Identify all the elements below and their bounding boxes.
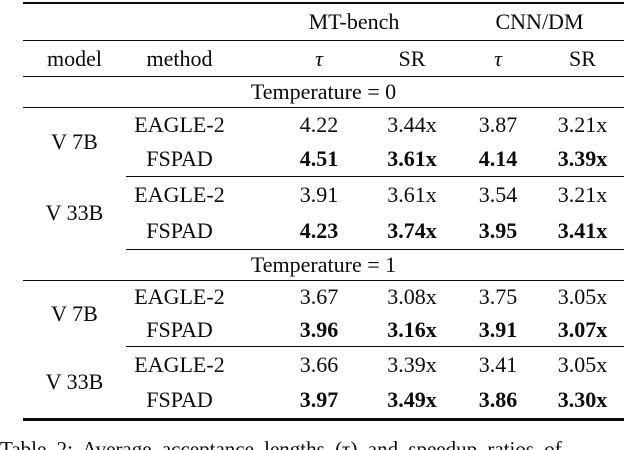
model-cell: V 33B: [45, 369, 104, 395]
method-cell: FSPAD: [126, 142, 253, 177]
empty-cell: [126, 3, 253, 41]
sr-cnn-value: 3.41x: [541, 213, 625, 250]
tau-cnn-value: 3.91: [455, 313, 541, 347]
sr-mt-value: 3.08x: [387, 284, 437, 309]
method-cell: FSPAD: [126, 213, 253, 250]
method-cell: EAGLE-2: [134, 182, 225, 207]
sr-cnn-value: 3.05x: [557, 351, 608, 377]
model-cell: V 7B: [51, 129, 98, 155]
table-caption: Table 2: Average acceptance lengths (τ) …: [0, 437, 562, 450]
sr-cnn-value: 3.39x: [541, 142, 625, 177]
sr-cnn-value: 3.21x: [557, 182, 608, 207]
tau-cnn-value: 3.86: [478, 387, 518, 412]
tau-mt-value: 4.51: [253, 142, 369, 177]
method-cell: EAGLE-2: [134, 284, 225, 309]
table-row: V 7B EAGLE-2 4.22 3.44x 3.87 3.21x: [23, 108, 624, 153]
subheader-row: model method τ SR τ SR: [23, 40, 625, 77]
sr-cnn-value: 3.30x: [557, 387, 608, 412]
tau-mt-value: 4.22: [299, 112, 339, 137]
banner-label: Temperature = 0: [23, 76, 625, 108]
table-row: V 33B EAGLE-2 3.91 3.61x 3.54 3.21x: [23, 177, 624, 224]
table-row: FSPAD 4.23 3.74x 3.95 3.41x: [23, 213, 625, 250]
method-cell: EAGLE-2: [134, 112, 225, 137]
sr-cnn-value: 3.21x: [557, 112, 608, 137]
benchmark-header-row: MT-bench CNN/DM: [23, 3, 625, 41]
tau-cnn-value: 4.14: [455, 142, 541, 177]
method-cell: FSPAD: [126, 313, 253, 347]
section-banner-temp1: Temperature = 1: [23, 249, 625, 281]
results-table: MT-bench CNN/DM model method τ SR τ SR T…: [23, 2, 625, 421]
column-group-mt-bench: MT-bench: [253, 3, 455, 41]
sr-mt-value: 3.61x: [369, 142, 455, 177]
header-model: model: [23, 40, 126, 77]
section-banner-temp0: Temperature = 0: [23, 76, 625, 108]
sr-cnn-value: 3.07x: [541, 313, 625, 347]
header-sr-cnn: SR: [541, 40, 625, 77]
sr-mt-value: 3.61x: [387, 182, 437, 207]
sr-cnn-value: 3.05x: [557, 284, 608, 309]
tau-cnn-value: 3.95: [455, 213, 541, 250]
model-cell: V 33B: [45, 200, 104, 225]
sr-mt-value: 3.44x: [387, 112, 437, 137]
tau-mt-value: 3.67: [299, 284, 339, 309]
header-tau-cnn: τ: [455, 40, 541, 77]
method-cell: FSPAD: [146, 387, 213, 412]
header-sr-mt: SR: [369, 40, 455, 77]
banner-label: Temperature = 1: [23, 249, 625, 281]
model-cell: V 7B: [51, 300, 98, 326]
sr-mt-value: 3.39x: [387, 351, 437, 377]
sr-mt-value: 3.74x: [369, 213, 455, 250]
table-row: V 33B EAGLE-2 3.66 3.39x 3.41 3.05x: [23, 347, 624, 393]
tau-cnn-value: 3.41: [478, 351, 518, 377]
table-row: FSPAD 3.96 3.16x 3.91 3.07x: [23, 313, 625, 347]
tau-cnn-value: 3.87: [478, 112, 518, 137]
sr-mt-value: 3.16x: [369, 313, 455, 347]
empty-cell: [23, 3, 126, 41]
tau-mt-value: 3.91: [299, 182, 339, 207]
tau-mt-value: 4.23: [253, 213, 369, 250]
tau-mt-value: 3.66: [299, 351, 339, 377]
table-row: FSPAD 3.97 3.49x 3.86 3.30x: [23, 382, 624, 420]
sr-mt-value: 3.49x: [387, 387, 437, 412]
header-tau-mt: τ: [253, 40, 369, 77]
tau-cnn-value: 3.75: [478, 284, 518, 309]
tau-cnn-value: 3.54: [478, 182, 518, 207]
header-method: method: [126, 40, 253, 77]
tau-mt-value: 3.97: [299, 387, 339, 412]
method-cell: EAGLE-2: [134, 351, 225, 377]
column-group-cnn-dm: CNN/DM: [455, 3, 625, 41]
table-row: FSPAD 4.51 3.61x 4.14 3.39x: [23, 142, 625, 177]
tau-mt-value: 3.96: [253, 313, 369, 347]
table-row: V 7B EAGLE-2 3.67 3.08x 3.75 3.05x: [23, 281, 624, 325]
